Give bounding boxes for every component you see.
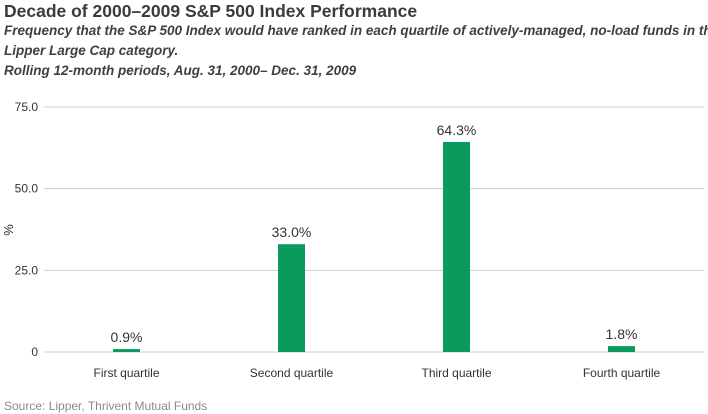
bar (278, 244, 305, 352)
bar (443, 141, 470, 352)
y-tick-label: 0 (31, 345, 38, 359)
y-axis-label: % (1, 224, 16, 236)
x-tick-label: Fourth quartile (583, 366, 661, 380)
y-tick-label: 25.0 (15, 263, 39, 277)
data-label: 0.9% (111, 329, 143, 345)
subtitle-line-3: Rolling 12-month periods, Aug. 31, 2000–… (4, 63, 357, 78)
chart-title: Decade of 2000–2009 S&P 500 Index Perfor… (4, 1, 418, 21)
bar (113, 349, 140, 352)
y-tick-label: 75.0 (15, 100, 39, 114)
x-tick-label: Second quartile (250, 366, 334, 380)
data-label: 33.0% (272, 224, 312, 240)
source-note: Source: Lipper, Thrivent Mutual Funds (4, 399, 208, 413)
data-label: 1.8% (606, 326, 638, 342)
x-tick-label: First quartile (93, 366, 159, 380)
subtitle-line-1: Frequency that the S&P 500 Index would h… (4, 23, 708, 38)
subtitle-line-2: Lipper Large Cap category. (4, 43, 179, 58)
bar (608, 346, 635, 352)
chart-subtitle: Frequency that the S&P 500 Index would h… (4, 21, 708, 81)
y-tick-label: 50.0 (15, 182, 39, 196)
data-label: 64.3% (437, 122, 477, 138)
x-tick-label: Third quartile (421, 366, 491, 380)
